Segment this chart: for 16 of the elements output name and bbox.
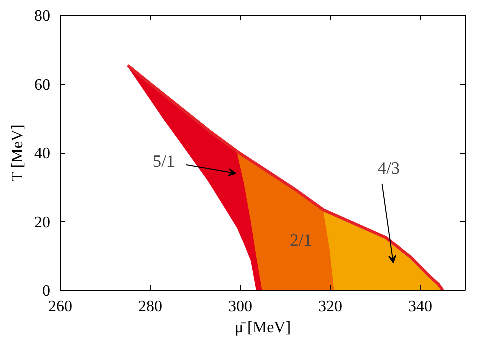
annotation: 2/1	[290, 231, 312, 250]
y-tick-label: 20	[34, 214, 50, 232]
line-series	[126, 64, 444, 290]
y-axis-title: T [MeV]	[10, 124, 26, 182]
y-tick-label: 40	[34, 146, 50, 162]
annotation: 4/3	[378, 158, 400, 178]
annotation: 5/1	[152, 152, 176, 172]
y-tick-label: 80	[34, 8, 50, 25]
x-tick-label: 320	[318, 298, 342, 316]
y-tick-label: 0	[42, 283, 50, 300]
x-tick-label: 260	[48, 298, 72, 316]
x-tick-label: 280	[138, 298, 162, 316]
y-tick-label: 60	[34, 76, 50, 94]
x-tick-label: 300	[228, 298, 252, 316]
x-axis-title: μ̄ [MeV]	[234, 320, 292, 336]
x-tick-label: 340	[408, 298, 432, 316]
